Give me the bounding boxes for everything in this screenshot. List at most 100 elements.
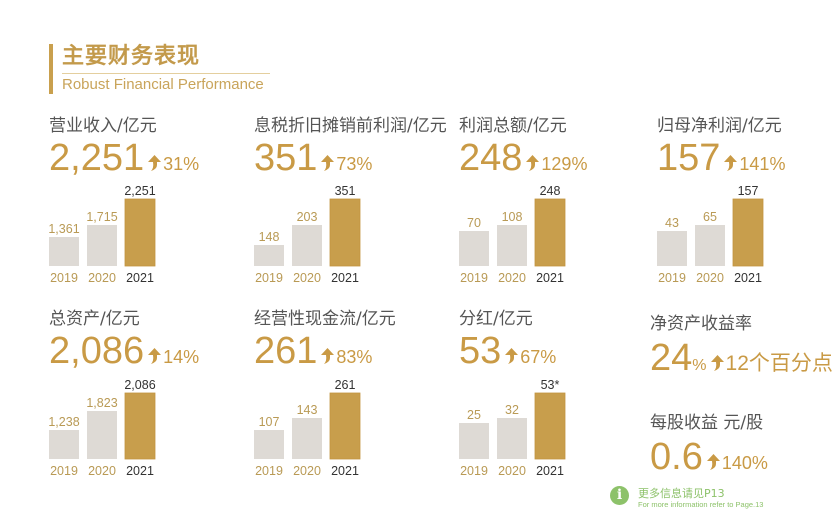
bar-2019 (657, 231, 687, 266)
up-arrow-icon (321, 155, 335, 171)
kpi-label: 净资产收益率 (650, 314, 752, 334)
year-label: 2021 (126, 271, 154, 285)
headline-value: 2,086 (49, 330, 145, 372)
up-arrow-icon (526, 155, 540, 171)
kpi-change: 140% (721, 453, 768, 473)
bar-2020 (292, 418, 322, 459)
bar-value-label: 351 (335, 184, 356, 198)
up-arrow-icon (724, 155, 738, 171)
year-label: 2019 (658, 271, 686, 285)
bar-2021 (124, 198, 156, 267)
chart-title: 总资产/亿元 (49, 309, 140, 329)
bar-value-label: 70 (467, 216, 481, 230)
change-percent: 67% (520, 347, 557, 367)
year-label: 2019 (460, 271, 488, 285)
more-info-text-en: For more information refer to Page.13 (638, 500, 764, 509)
headline-value: 53 (459, 330, 502, 372)
kpi-value: 24% 12个百分点 (650, 338, 833, 386)
headline-value-row: 53 67% (459, 331, 556, 377)
chart-title: 归母净利润/亿元 (657, 116, 782, 136)
page-title: 主要财务表现 (62, 44, 201, 69)
bar-2019 (254, 245, 284, 266)
bar-value-label: 1,823 (86, 396, 117, 410)
bar-2020 (87, 411, 117, 459)
headline-value-row: 2,086 14% (49, 331, 199, 377)
chart-title: 利润总额/亿元 (459, 116, 567, 136)
info-icon: i (610, 486, 629, 505)
year-label: 2021 (331, 271, 359, 285)
year-label: 2020 (293, 464, 321, 478)
bar-value-label: 261 (335, 378, 356, 392)
year-label: 2021 (536, 464, 564, 478)
bar-value-label: 43 (665, 216, 679, 230)
bar-2021 (329, 392, 361, 460)
bar-value-label: 65 (703, 210, 717, 224)
year-label: 2019 (50, 271, 78, 285)
chart-title: 营业收入/亿元 (49, 116, 157, 136)
kpi-change: 12个百分点 (725, 352, 833, 375)
bar-2019 (459, 423, 489, 459)
kpi-value: 0.6 140% (650, 437, 768, 485)
bar-value-label: 1,361 (48, 222, 79, 236)
up-arrow-icon (505, 348, 519, 364)
year-label: 2020 (498, 464, 526, 478)
bar-value-label: 32 (505, 403, 519, 417)
chart-title: 经营性现金流/亿元 (254, 309, 396, 329)
year-label: 2020 (696, 271, 724, 285)
headline-value: 351 (254, 137, 318, 179)
bar-value-label: 107 (259, 415, 280, 429)
bar-value-label: 53* (541, 378, 560, 392)
more-info-text-cn: 更多信息请见P13 (638, 487, 725, 500)
year-label: 2021 (536, 271, 564, 285)
title-accent-bar (49, 44, 53, 94)
kpi-unit: % (692, 357, 707, 374)
bar-value-label: 248 (540, 184, 561, 198)
bar-value-label: 1,238 (48, 415, 79, 429)
change-percent: 31% (163, 154, 200, 174)
headline-value: 2,251 (49, 137, 145, 179)
headline-value-row: 248 129% (459, 138, 587, 184)
bar-value-label: 148 (259, 230, 280, 244)
page-subtitle: Robust Financial Performance (62, 76, 264, 93)
bar-2021 (534, 198, 566, 267)
headline-value-row: 2,251 31% (49, 138, 199, 184)
headline-value-row: 351 73% (254, 138, 372, 184)
year-label: 2020 (498, 271, 526, 285)
change-percent: 73% (336, 154, 373, 174)
year-label: 2019 (460, 464, 488, 478)
up-arrow-icon (706, 454, 720, 470)
year-label: 2019 (255, 271, 283, 285)
headline-value-row: 261 83% (254, 331, 372, 377)
change-percent: 141% (739, 154, 786, 174)
up-arrow-icon (148, 155, 162, 171)
bar-value-label: 2,086 (124, 378, 155, 392)
year-label: 2019 (50, 464, 78, 478)
chart-title: 息税折旧摊销前利润/亿元 (254, 116, 447, 136)
bar-value-label: 143 (297, 403, 318, 417)
bar-value-label: 203 (297, 210, 318, 224)
bar-2021 (329, 198, 361, 267)
bar-2020 (87, 225, 117, 266)
bar-2019 (49, 430, 79, 459)
change-percent: 14% (163, 347, 200, 367)
bar-value-label: 2,251 (124, 184, 155, 198)
bar-2019 (459, 231, 489, 266)
up-arrow-icon (148, 348, 162, 364)
bar-2021 (124, 392, 156, 460)
headline-value: 261 (254, 330, 318, 372)
kpi-label: 每股收益 元/股 (650, 413, 764, 433)
bar-value-label: 1,715 (86, 210, 117, 224)
change-percent: 83% (336, 347, 373, 367)
headline-value: 248 (459, 137, 523, 179)
chart-title: 分红/亿元 (459, 309, 533, 329)
change-percent: 129% (541, 154, 588, 174)
bar-value-label: 108 (502, 210, 523, 224)
headline-value-row: 157 141% (657, 138, 785, 184)
title-divider (62, 73, 270, 74)
year-label: 2020 (88, 271, 116, 285)
headline-value: 157 (657, 137, 721, 179)
bar-2020 (695, 225, 725, 266)
bar-2020 (292, 225, 322, 266)
kpi-number: 0.6 (650, 436, 703, 478)
bar-2020 (497, 418, 527, 459)
